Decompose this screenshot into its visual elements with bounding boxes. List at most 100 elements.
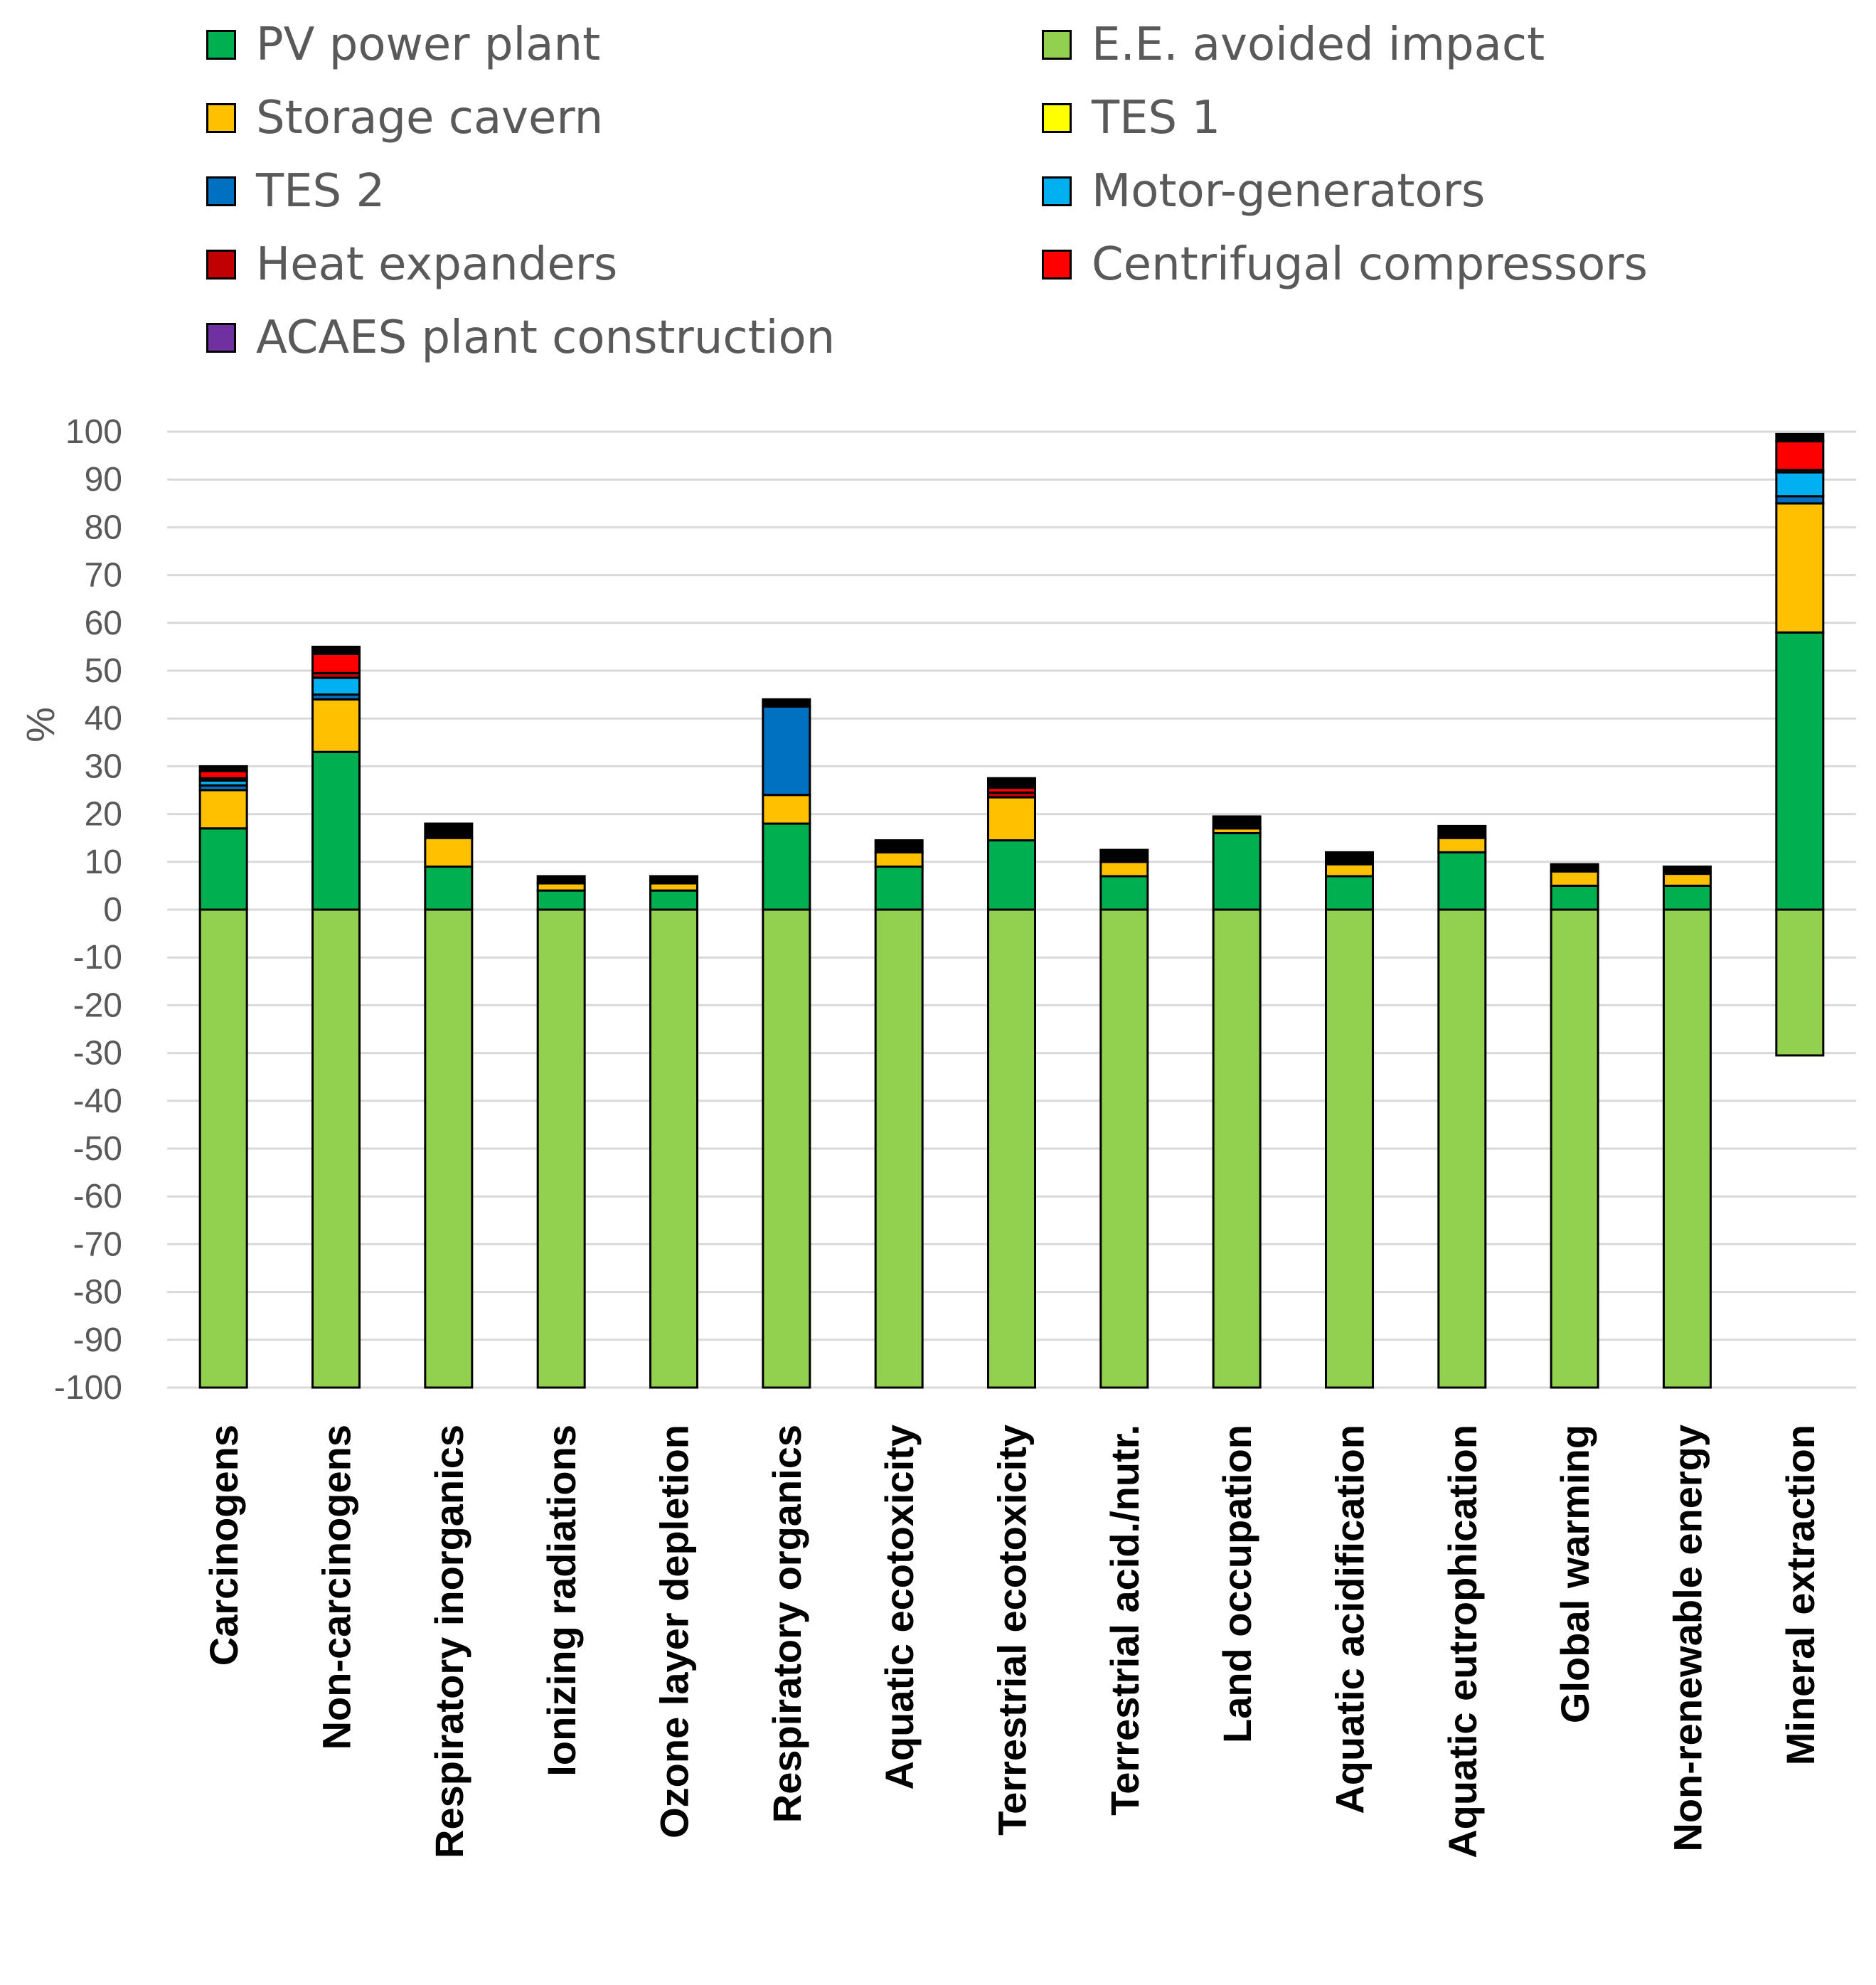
y-tick-label: 60 [85,605,122,642]
legend-label: E.E. avoided impact [1092,18,1545,71]
bar-segment-motor-generators [311,676,361,696]
bar-segment-pv-power-plant [762,822,811,911]
y-tick-label: -100 [54,1369,122,1407]
bar-segment-storage-cavern [1437,836,1487,853]
category-label: Global warming [1552,1425,1597,1723]
category-label: Respiratory inorganics [427,1425,471,1858]
bar-segment-storage-cavern [987,796,1036,842]
y-tick-label: 70 [85,557,122,595]
bar-segment-e-e-avoided-impact [1550,908,1599,1389]
y-axis-ticks: -100-90-80-70-60-50-40-30-20-10010203040… [54,413,122,1407]
bar-segment-other [762,698,811,708]
bar-segment-pv-power-plant [1663,884,1712,911]
bar-segment-other [198,765,248,772]
bar-segment-pv-power-plant [874,866,924,911]
bar-segment-other [1325,851,1374,866]
y-tick-label: -70 [73,1225,122,1263]
category-label: Terrestrial acid./nutr. [1102,1425,1147,1816]
bar-segment-storage-cavern [1099,861,1149,878]
bar-segment-centrifugal-compressors [1775,440,1825,472]
legend-label: PV power plant [256,18,601,71]
y-tick-label: -80 [73,1274,122,1311]
category-label: Terrestrial ecotoxicity [990,1425,1035,1836]
bar-segment-e-e-avoided-impact [1775,908,1825,1057]
bar-segment-e-e-avoided-impact [649,908,698,1389]
bar-segment-other [649,875,698,885]
legend-item: Heat expanders [206,233,617,297]
bar-segment-storage-cavern [1663,873,1712,887]
legend-label: Heat expanders [256,238,618,291]
legend-label: ACAES plant construction [256,312,836,364]
bar-segment-pv-power-plant [649,889,698,911]
bar-segment-tes-2 [1775,495,1825,505]
y-tick-label: -40 [73,1082,122,1120]
bar-segment-pv-power-plant [1099,875,1149,911]
bar-segment-e-e-avoided-impact [762,908,811,1389]
bar-segment-other [424,822,474,839]
y-tick-label: 10 [85,844,122,881]
category-labels: Carcinogens Non-carcinogens Respiratory in… [201,1425,1823,1858]
bar-segment-pv-power-plant [1437,851,1487,911]
legend-swatch [1042,176,1072,206]
category-label: Land occupation [1215,1425,1259,1743]
y-tick-label: 20 [85,796,122,834]
bar-segment-pv-power-plant [424,866,474,911]
bar-segment-centrifugal-compressors [198,770,248,779]
legend-swatch [206,250,236,280]
bar-segment-other [311,645,361,655]
bar-segment-other [1099,848,1149,863]
bar-segment-storage-cavern [536,882,586,892]
bar-segment-e-e-avoided-impact [1437,908,1487,1389]
bar-segment-e-e-avoided-impact [424,908,474,1389]
category-label: Non-carcinogens [314,1425,359,1750]
y-tick-label: -50 [73,1130,122,1168]
legend-item: Motor-generators [1042,159,1485,223]
bar-segment-e-e-avoided-impact [874,908,924,1389]
bar-segment-e-e-avoided-impact [987,908,1036,1389]
legend-item: E.E. avoided impact [1042,13,1545,77]
y-axis-label: % [18,707,63,743]
bar-segment-storage-cavern [874,851,924,868]
bars [198,432,1825,1389]
legend-label: Storage cavern [256,92,604,144]
category-label: Non-renewable energy [1666,1425,1710,1852]
legend-item: Centrifugal compressors [1042,233,1648,297]
legend-item: Storage cavern [206,86,603,150]
legend-label: TES 2 [256,165,385,218]
category-label: Ozone layer depletion [652,1425,697,1838]
legend-label: TES 1 [1092,92,1221,144]
legend-item: TES 1 [1042,86,1220,150]
category-label: Aquatic ecotoxicity [877,1425,922,1789]
bar-segment-other [1663,866,1712,876]
y-tick-label: 100 [65,413,122,451]
bar-segment-other [874,839,924,853]
category-label: Respiratory organics [764,1425,809,1823]
legend-swatch [206,103,236,133]
bar-segment-other [1437,824,1487,839]
bar-segment-other [1550,863,1599,873]
bar-segment-storage-cavern [762,794,811,825]
legend-item: ACAES plant construction [206,306,835,370]
bar-segment-e-e-avoided-impact [1212,908,1262,1389]
bar-segment-storage-cavern [424,836,474,868]
bar-segment-storage-cavern [1550,870,1599,887]
y-tick-label: 80 [85,509,122,546]
bar-segment-pv-power-plant [987,839,1036,911]
category-label: Ionizing radiations [539,1425,584,1777]
y-tick-label: -90 [73,1321,122,1359]
y-tick-label: 40 [85,700,122,738]
y-tick-label: -60 [73,1178,122,1215]
bar-segment-storage-cavern [1325,863,1374,878]
bar-segment-e-e-avoided-impact [311,908,361,1389]
bar-segment-e-e-avoided-impact [536,908,586,1389]
legend-label: Motor-generators [1092,165,1486,218]
bar-segment-other [1212,815,1262,830]
bar-segment-storage-cavern [1775,502,1825,634]
legend-item: TES 2 [206,159,385,223]
category-label: Mineral extraction [1778,1425,1823,1765]
legend-item: PV power plant [206,13,600,77]
bar-segment-other [987,777,1036,789]
y-tick-label: -10 [73,939,122,976]
bar-segment-e-e-avoided-impact [1099,908,1149,1389]
bar-segment-pv-power-plant [1550,884,1599,911]
